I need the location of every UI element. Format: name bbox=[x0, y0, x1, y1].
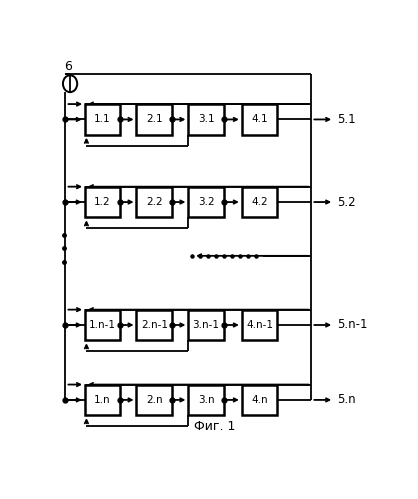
Text: Фиг. 1: Фиг. 1 bbox=[194, 420, 235, 433]
Bar bbox=[188, 104, 224, 135]
Bar bbox=[188, 187, 224, 218]
Text: 1.2: 1.2 bbox=[94, 197, 111, 207]
Bar bbox=[136, 187, 172, 218]
Text: 5.2: 5.2 bbox=[336, 196, 355, 209]
Bar bbox=[242, 385, 278, 415]
Text: 4.2: 4.2 bbox=[251, 197, 268, 207]
Text: 3.n-1: 3.n-1 bbox=[193, 320, 219, 330]
Bar bbox=[84, 187, 120, 218]
Text: 2.1: 2.1 bbox=[146, 114, 163, 124]
Bar bbox=[84, 385, 120, 415]
Bar bbox=[136, 104, 172, 135]
Text: 3.2: 3.2 bbox=[198, 197, 214, 207]
Bar bbox=[188, 309, 224, 340]
Bar bbox=[242, 309, 278, 340]
Text: 3.1: 3.1 bbox=[198, 114, 214, 124]
Bar bbox=[84, 104, 120, 135]
Bar bbox=[136, 309, 172, 340]
Text: 4.1: 4.1 bbox=[251, 114, 268, 124]
Text: 5.n: 5.n bbox=[336, 393, 355, 406]
Text: 5.n-1: 5.n-1 bbox=[336, 318, 367, 331]
Bar bbox=[188, 385, 224, 415]
Text: 1.n: 1.n bbox=[94, 395, 111, 405]
Text: 4.n: 4.n bbox=[251, 395, 268, 405]
Text: 4.n-1: 4.n-1 bbox=[246, 320, 273, 330]
Text: 1.1: 1.1 bbox=[94, 114, 111, 124]
Text: 2.2: 2.2 bbox=[146, 197, 163, 207]
Text: 3.n: 3.n bbox=[198, 395, 214, 405]
Bar bbox=[242, 104, 278, 135]
Bar bbox=[84, 309, 120, 340]
Bar bbox=[242, 187, 278, 218]
Text: 6: 6 bbox=[64, 60, 72, 73]
Text: 2.n-1: 2.n-1 bbox=[141, 320, 168, 330]
Text: 5.1: 5.1 bbox=[336, 113, 355, 126]
Bar bbox=[136, 385, 172, 415]
Text: 1.n-1: 1.n-1 bbox=[89, 320, 116, 330]
Text: 2.n: 2.n bbox=[146, 395, 163, 405]
